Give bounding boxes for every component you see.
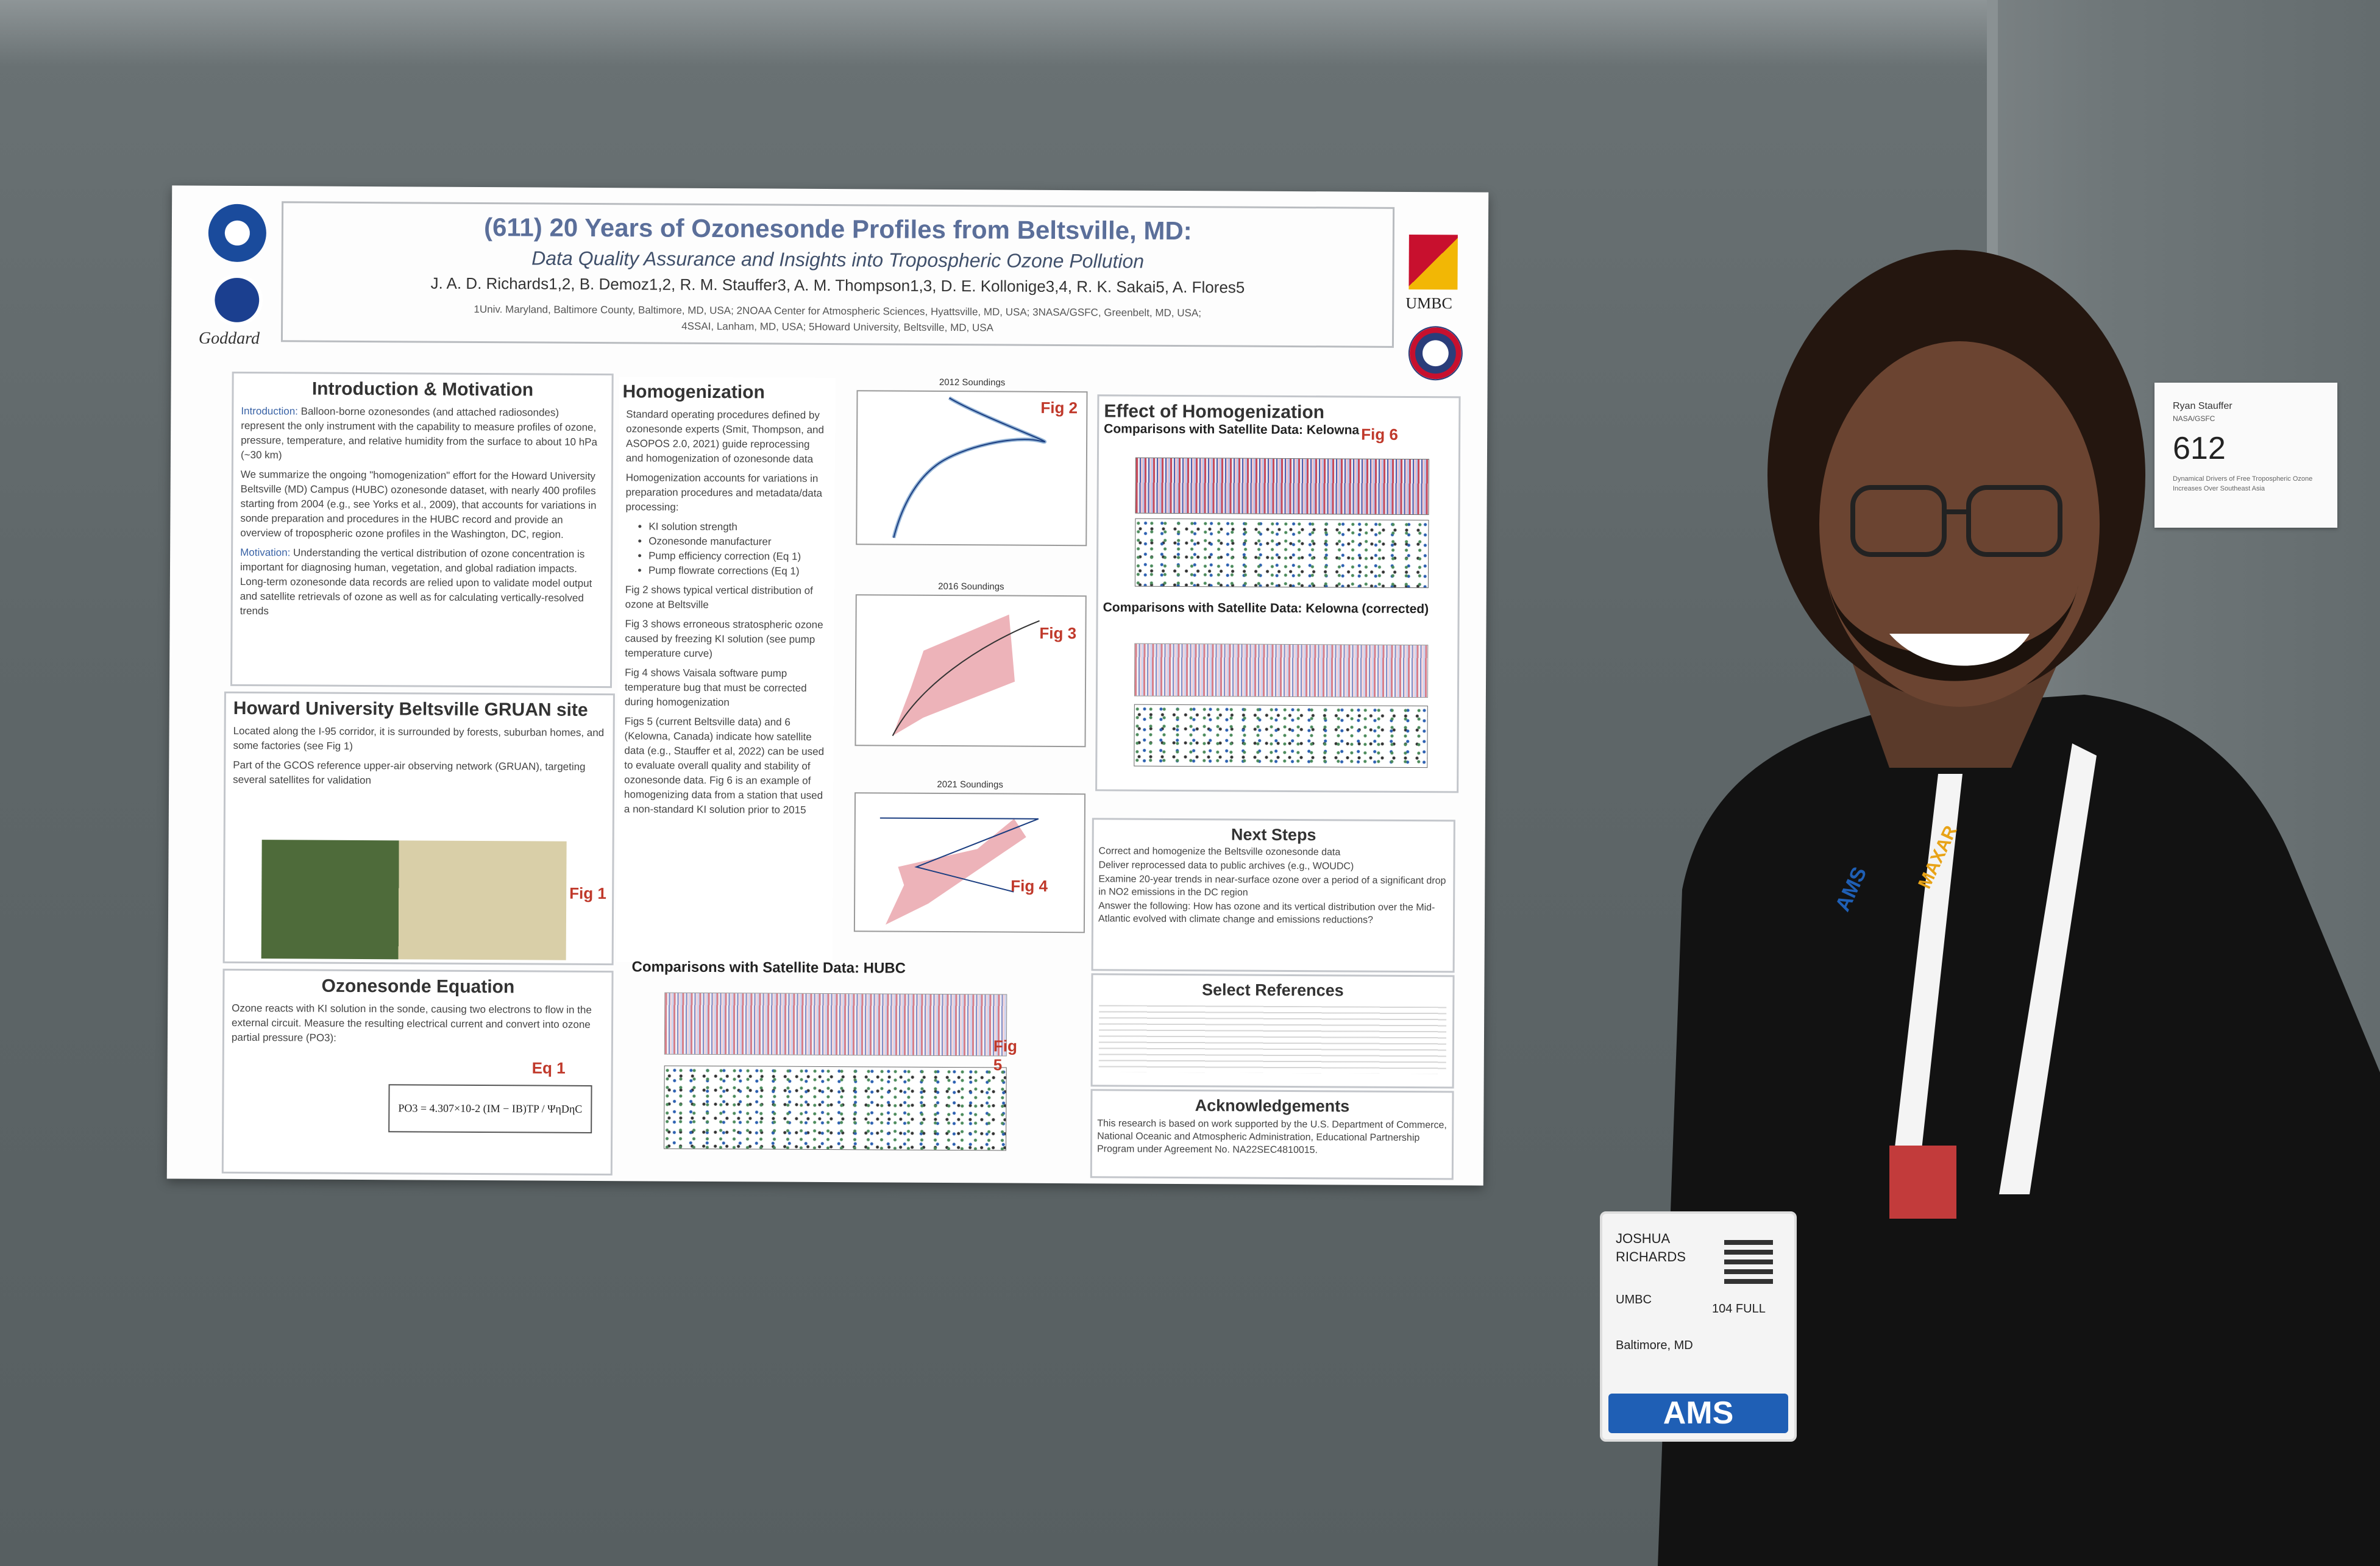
- qr-code-icon: [1724, 1235, 1773, 1284]
- homog-p2: Homogenization accounts for variations i…: [625, 472, 822, 513]
- fig5-scatter: [664, 1065, 1007, 1151]
- fig2-plot: 2012 Soundings Fig 2: [856, 377, 1088, 547]
- acknowledgements-section: Acknowledgements This research is based …: [1090, 1089, 1454, 1180]
- ack-heading: Acknowledgements: [1195, 1096, 1350, 1116]
- intro-paragraph-2: We summarize the ongoing "homogenization…: [240, 468, 597, 540]
- homog-list: KI solution strength Ozonesonde manufact…: [624, 519, 834, 579]
- umbc-logo: [1408, 234, 1458, 290]
- tag-name: Ryan Stauffer: [2173, 401, 2233, 411]
- fig5-label: Fig 5: [993, 1036, 1017, 1074]
- homog-item: Ozonesonde manufacturer: [648, 534, 834, 550]
- motivation-label: Motivation:: [240, 546, 291, 559]
- umbc-wordmark: UMBC: [1405, 294, 1452, 313]
- tag-description: Dynamical Drivers of Free Tropospheric O…: [2173, 475, 2313, 492]
- kelowna-scatter: [1134, 518, 1429, 589]
- motivation-text: Understanding the vertical distribution …: [240, 547, 592, 617]
- fig2-label: Fig 2: [1040, 398, 1078, 417]
- badge-first-name: JOSHUA: [1616, 1231, 1671, 1246]
- next-heading: Next Steps: [1231, 825, 1316, 845]
- poster-authors: J. A. D. Richards1,2, B. Demoz1,2, R. M.…: [430, 274, 1245, 297]
- site-heading: Howard University Beltsville GRUAN site: [233, 698, 588, 720]
- fig4-title: 2021 Soundings: [937, 779, 1003, 790]
- references-heading: Select References: [1201, 980, 1344, 1000]
- intro-label: Introduction:: [241, 405, 298, 417]
- intro-paragraph-1: Introduction: Balloon-borne ozonesondes …: [241, 404, 604, 464]
- fig3-profile: [892, 614, 1040, 737]
- goddard-logo: Goddard: [198, 328, 260, 349]
- fig2-title: 2012 Soundings: [939, 377, 1006, 388]
- kelowna-corrected-scatter: [1134, 704, 1428, 768]
- next-steps-section: Next Steps Correct and homogenize the Be…: [1091, 818, 1455, 973]
- board-number-tag: Ryan Stauffer NASA/GSFC 612 Dynamical Dr…: [2154, 383, 2337, 528]
- fig4-plot: 2021 Soundings Fig 4: [853, 779, 1086, 934]
- homog-item: Pump efficiency correction (Eq 1): [648, 548, 834, 564]
- name-badge: JOSHUA RICHARDS UMBC 104 FULL Baltimore,…: [1600, 1211, 1797, 1442]
- site-bullet-1: Located along the I-95 corridor, it is s…: [233, 725, 605, 752]
- howard-seal: [1408, 325, 1463, 381]
- effect-heading: Effect of Homogenization: [1104, 401, 1325, 423]
- next-item: Correct and homogenize the Beltsville oz…: [1098, 846, 1341, 858]
- noaa-logo: [208, 204, 267, 263]
- tag-affiliation: NASA/GSFC: [2173, 414, 2215, 423]
- intro-heading: Introduction & Motivation: [311, 378, 534, 400]
- fig5-section: Comparisons with Satellite Data: HUBC Fi…: [627, 958, 1031, 1180]
- homog-p4: Fig 3 shows erroneous stratospheric ozon…: [625, 618, 823, 660]
- homogenization-heading: Homogenization: [622, 381, 765, 403]
- presenter-person: [1658, 250, 2380, 1566]
- eq1-label: Eq 1: [531, 1058, 566, 1077]
- ozone-equation: PO3 = 4.307×10-2 (IM − IB)TP / ΨηDηC: [388, 1084, 592, 1133]
- homog-p3: Fig 2 shows typical vertical distributio…: [625, 584, 813, 611]
- next-item: Examine 20-year trends in near-surface o…: [1098, 874, 1446, 898]
- fig5-title: Comparisons with Satellite Data: HUBC: [631, 958, 906, 977]
- homog-item: KI solution strength: [648, 519, 834, 535]
- badge-city: Baltimore, MD: [1616, 1339, 1693, 1352]
- references-text-block: [1098, 1005, 1447, 1074]
- fig5-heatmap: [664, 992, 1007, 1057]
- fig3-title: 2016 Soundings: [938, 581, 1004, 592]
- effect-sub2: Comparisons with Satellite Data: Kelowna…: [1103, 600, 1429, 617]
- homog-p1: Standard operating procedures defined by…: [625, 408, 825, 465]
- next-item: Answer the following: How has ozone and …: [1098, 901, 1435, 926]
- intro-section: Introduction & Motivation Introduction: …: [230, 371, 614, 689]
- equation-heading: Ozonesonde Equation: [321, 976, 515, 997]
- badge-org: UMBC: [1616, 1293, 1652, 1306]
- fig4-profile: [879, 817, 1039, 925]
- effect-sub1: Comparisons with Satellite Data: Kelowna: [1104, 422, 1360, 438]
- site-map-image: [261, 840, 567, 960]
- site-bullet-2: Part of the GCOS reference upper-air obs…: [233, 759, 586, 787]
- next-item: Deliver reprocessed data to public archi…: [1098, 860, 1354, 872]
- fig4-label: Fig 4: [1011, 876, 1048, 895]
- fig2-profile: [892, 396, 1047, 539]
- nasa-logo: [211, 274, 263, 327]
- tag-number: 612: [2173, 431, 2226, 466]
- fig3-plot: 2016 Soundings Fig 3: [854, 581, 1087, 748]
- homogenization-section: Homogenization Standard operating proced…: [616, 377, 836, 963]
- references-section: Select References: [1090, 973, 1455, 1089]
- badge-ams-logo: AMS: [1608, 1394, 1788, 1433]
- fig1-label: Fig 1: [569, 884, 606, 903]
- homog-p6: Figs 5 (current Beltsville data) and 6 (…: [623, 715, 825, 816]
- kelowna-heatmap: [1135, 457, 1429, 516]
- ceiling-light: [0, 0, 2380, 67]
- site-section: Howard University Beltsville GRUAN site …: [222, 691, 615, 966]
- badge-last-name: RICHARDS: [1616, 1249, 1686, 1264]
- badge-code: 104 FULL: [1712, 1302, 1766, 1316]
- homog-item: Pump flowrate corrections (Eq 1): [648, 563, 834, 579]
- poster-subtitle: Data Quality Assurance and Insights into…: [531, 247, 1145, 272]
- poster-affiliations: 1Univ. Maryland, Baltimore County, Balti…: [283, 300, 1392, 338]
- poster-title: (611) 20 Years of Ozonesonde Profiles fr…: [483, 213, 1192, 246]
- fig3-label: Fig 3: [1039, 623, 1077, 643]
- equation-text: Ozone reacts with KI solution in the son…: [231, 1002, 592, 1044]
- equation-section: Ozonesonde Equation Ozone reacts with KI…: [221, 968, 614, 1176]
- fig6-label: Fig 6: [1361, 425, 1398, 444]
- homog-p5: Fig 4 shows Vaisala software pump temper…: [624, 667, 807, 709]
- intro-paragraph-3: Motivation: Understanding the vertical d…: [240, 545, 604, 620]
- kelowna-corrected-heatmap: [1134, 643, 1429, 698]
- research-poster: Goddard UMBC (611) 20 Years of Ozonesond…: [166, 185, 1489, 1186]
- effect-section: Effect of Homogenization Comparisons wit…: [1095, 394, 1461, 793]
- poster-header: (611) 20 Years of Ozonesonde Profiles fr…: [280, 201, 1395, 348]
- ack-text: This research is based on work supported…: [1096, 1118, 1447, 1156]
